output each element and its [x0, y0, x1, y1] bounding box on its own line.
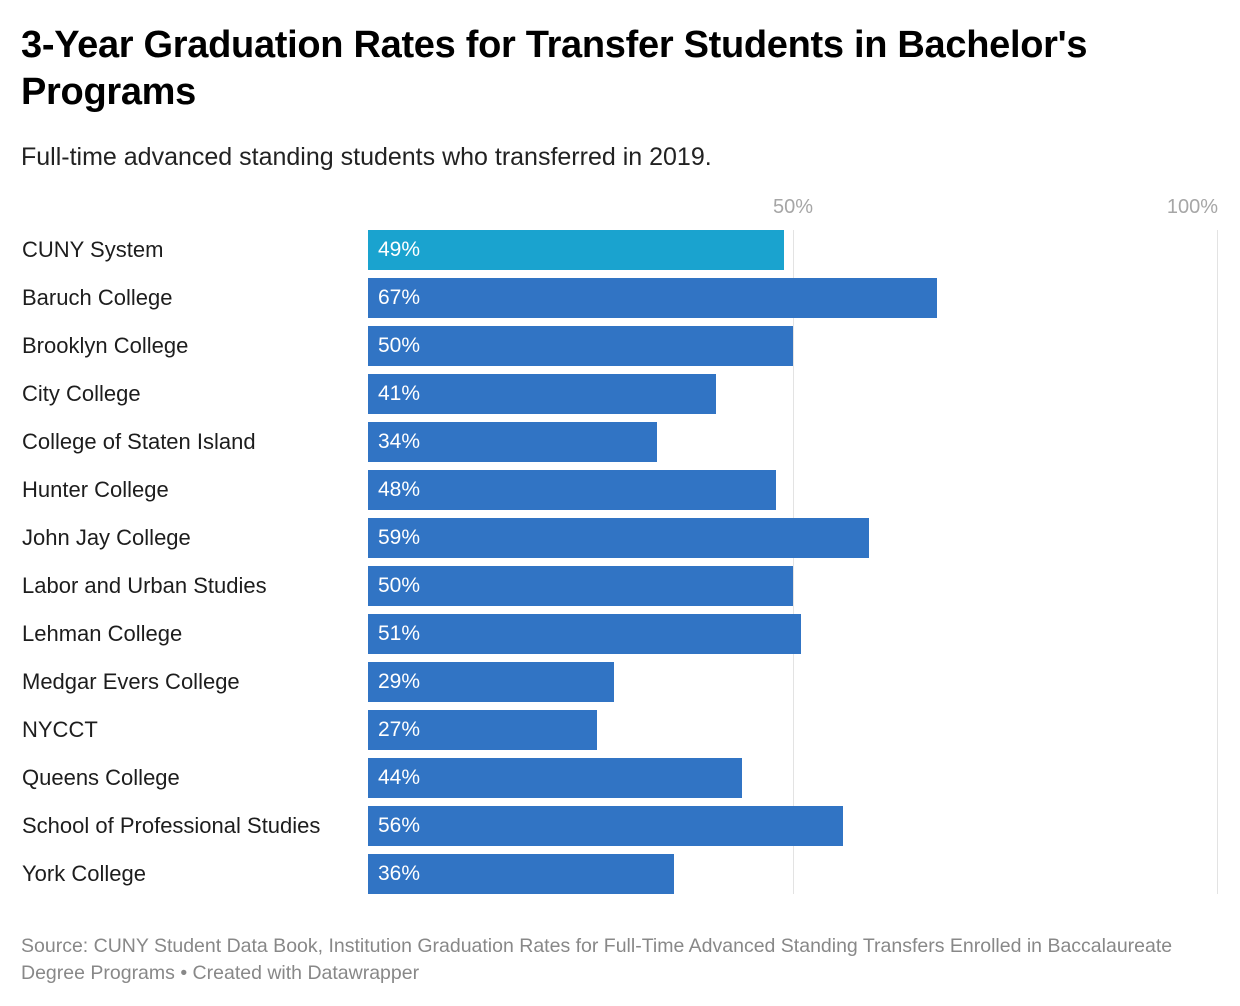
bar: 27%: [368, 710, 597, 750]
bar: 56%: [368, 806, 843, 846]
bar: 49%: [368, 230, 784, 270]
category-label: Medgar Evers College: [22, 669, 240, 694]
bar-row: Labor and Urban Studies 50%: [0, 566, 1240, 606]
bar-row: John Jay College 59%: [0, 518, 1240, 558]
bar-row: Brooklyn College 50%: [0, 326, 1240, 366]
value-label: 51%: [378, 622, 421, 645]
bar: 67%: [368, 278, 937, 318]
bar-row: School of Professional Studies 56%: [0, 806, 1240, 846]
category-label: Labor and Urban Studies: [22, 573, 267, 598]
value-label: 29%: [378, 670, 421, 693]
category-label: CUNY System: [22, 237, 164, 262]
bar: 44%: [368, 758, 742, 798]
gridline: [1217, 230, 1218, 894]
category-label: City College: [22, 381, 141, 406]
value-label: 50%: [378, 334, 421, 357]
value-label: 36%: [378, 862, 421, 885]
bar: 36%: [368, 854, 674, 894]
value-label: 44%: [378, 766, 421, 789]
bar-row: Lehman College 51%: [0, 614, 1240, 654]
chart-subtitle: Full-time advanced standing students who…: [21, 143, 712, 171]
value-label: 49%: [378, 238, 421, 261]
axis-tick-label: 100%: [1166, 196, 1218, 218]
value-label: 34%: [378, 430, 421, 453]
category-label: Baruch College: [22, 285, 173, 310]
category-label: Brooklyn College: [22, 333, 189, 358]
bar: 34%: [368, 422, 657, 462]
bar-row: City College 41%: [0, 374, 1240, 414]
bar-row: NYCCT 27%: [0, 710, 1240, 750]
bar: 51%: [368, 614, 801, 654]
source-note: Source: CUNY Student Data Book, Institut…: [21, 935, 1173, 984]
bar: 29%: [368, 662, 614, 702]
bar-row: York College 36%: [0, 854, 1240, 894]
bar-row: Medgar Evers College 29%: [0, 662, 1240, 702]
bar: 41%: [368, 374, 716, 414]
bar-row: Queens College 44%: [0, 758, 1240, 798]
gridline: [793, 230, 794, 894]
value-label: 48%: [378, 478, 421, 501]
category-label: John Jay College: [22, 525, 191, 550]
value-label: 56%: [378, 814, 421, 837]
category-label: College of Staten Island: [22, 429, 256, 454]
axis-tick-label: 50%: [772, 196, 814, 218]
value-label: 50%: [378, 574, 421, 597]
bar: 59%: [368, 518, 869, 558]
category-label: Lehman College: [22, 621, 183, 646]
value-label: 27%: [378, 718, 421, 741]
bar: 48%: [368, 470, 776, 510]
category-label: School of Professional Studies: [22, 813, 321, 838]
category-label: Hunter College: [22, 477, 169, 502]
value-label: 41%: [378, 382, 421, 405]
bar-chart: 50% 100% CUNY System 49% Baruch College 67% Br…: [0, 190, 1240, 900]
category-label: Queens College: [22, 765, 180, 790]
category-label: York College: [22, 861, 146, 886]
chart-title: 3-Year Graduation Rates for Transfer Stu…: [21, 24, 1088, 113]
bar-row: Baruch College 67%: [0, 278, 1240, 318]
value-label: 67%: [378, 286, 421, 309]
bar: 50%: [368, 326, 793, 366]
value-label: 59%: [378, 526, 421, 549]
bar-row: CUNY System 49%: [0, 230, 1240, 270]
category-label: NYCCT: [22, 717, 98, 742]
bar: 50%: [368, 566, 793, 606]
bar-row: College of Staten Island 34%: [0, 422, 1240, 462]
bar-row: Hunter College 48%: [0, 470, 1240, 510]
